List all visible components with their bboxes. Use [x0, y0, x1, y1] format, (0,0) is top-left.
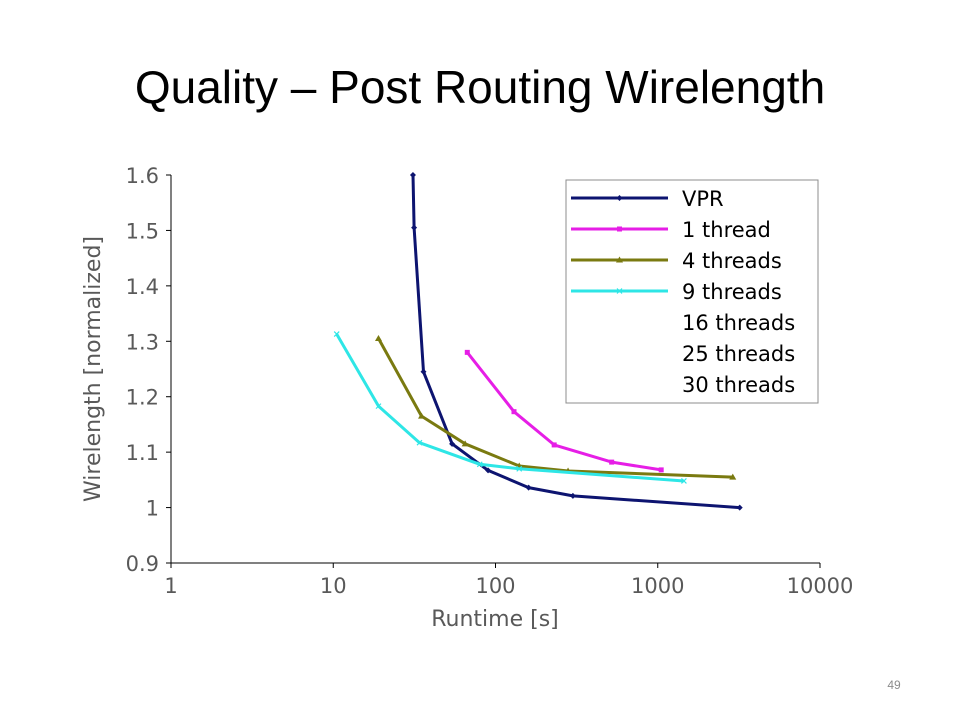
series-9-threads — [333, 331, 687, 484]
x-tick-label: 1 — [164, 574, 177, 598]
data-point-vpr — [449, 440, 456, 447]
data-point-9-threads — [681, 478, 687, 484]
data-point-9-threads — [516, 465, 523, 472]
data-point-1-thread — [464, 349, 470, 355]
legend-marker — [616, 195, 623, 201]
x-axis-ticks: 1 10 100 1000 10000 — [164, 563, 853, 598]
legend-item-9-threads: 9 threads — [571, 280, 782, 304]
legend-item-vpr: VPR — [571, 187, 724, 211]
data-point-4-threads — [418, 412, 426, 419]
x-axis-label: Runtime [s] — [431, 607, 559, 632]
data-point-vpr — [409, 172, 416, 178]
slide-title: Quality – Post Routing Wirelength — [134, 61, 826, 113]
legend-marker — [617, 226, 622, 232]
x-tick-label: 1000 — [631, 574, 684, 598]
y-tick-label: 1.6 — [126, 164, 159, 188]
y-tick-label: 0.9 — [126, 552, 159, 576]
series-line-9-threads — [335, 333, 685, 483]
legend-item-30-threads: 30 threads — [682, 373, 795, 397]
y-axis-ticks: 0.9 1 1.1 1.2 1.3 1.4 1.5 1.6 — [126, 164, 171, 576]
data-point-vpr — [411, 224, 418, 231]
data-point-vpr — [569, 492, 576, 499]
y-tick-label: 1 — [146, 497, 159, 521]
legend-item-1-thread: 1 thread — [571, 218, 771, 242]
legend-label: 4 threads — [682, 249, 782, 273]
x-tick-label: 10000 — [787, 574, 854, 598]
legend-label: 30 threads — [682, 373, 795, 397]
data-point-4-threads — [374, 335, 382, 342]
data-point-4-threads — [729, 473, 737, 480]
legend-item-16-threads: 16 threads — [682, 311, 795, 335]
legend-label: VPR — [682, 187, 724, 211]
data-point-vpr — [525, 484, 532, 491]
y-tick-label: 1.3 — [126, 330, 159, 354]
series-1-thread — [464, 349, 664, 473]
data-point-1-thread — [609, 459, 615, 465]
legend-items: VPR 1 thread 4 threads 9 threads 16 threads 2… — [571, 187, 795, 397]
data-point-vpr — [736, 504, 743, 511]
plot-area: 0.911.11.21.31.41.51.6 1 10 100 1000 10000 — [126, 164, 854, 598]
y-tick-label: 1.5 — [126, 219, 159, 243]
legend-label: 9 threads — [682, 280, 782, 304]
series-line-vpr — [411, 174, 740, 510]
data-point-9-threads — [375, 403, 382, 410]
series-vpr — [409, 172, 743, 511]
page-number: 49 — [887, 678, 901, 692]
data-point-9-threads — [416, 439, 423, 446]
x-tick-label: 10 — [320, 574, 347, 598]
data-point-4-threads — [461, 440, 469, 447]
x-tick-label: 100 — [475, 574, 515, 598]
data-point-9-threads — [476, 461, 483, 468]
y-axis-label: Wirelength [normalized] — [81, 236, 106, 502]
data-point-vpr — [485, 467, 492, 474]
legend-item-4-threads: 4 threads — [571, 249, 782, 273]
data-point-1-thread — [658, 467, 664, 473]
legend-label: 25 threads — [682, 342, 795, 366]
legend-marker — [616, 288, 623, 294]
series-line-4-threads — [377, 337, 733, 479]
legend-label: 16 threads — [682, 311, 795, 335]
y-tick-label: 1.4 — [126, 275, 159, 299]
legend-marker — [616, 256, 623, 263]
legend: VPR 1 thread 4 threads 9 threads 16 threads 2… — [565, 179, 819, 404]
y-tick-label: 1.1 — [126, 441, 159, 465]
series-group — [333, 172, 743, 511]
data-point-1-thread — [511, 409, 517, 415]
legend-label: 1 thread — [682, 218, 771, 242]
data-point-1-thread — [551, 442, 557, 448]
y-tick-label: 1.2 — [126, 386, 159, 410]
legend-item-25-threads: 25 threads — [682, 342, 795, 366]
data-point-9-threads — [333, 331, 340, 338]
data-point-vpr — [420, 368, 427, 375]
